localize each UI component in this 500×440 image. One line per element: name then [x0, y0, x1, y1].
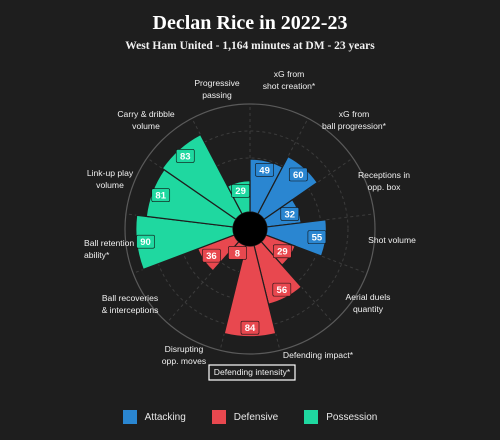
- legend-label-possession: Possession: [326, 411, 378, 423]
- metric-label: xG from ball progression*: [322, 109, 387, 131]
- metric-label-line: Defending impact*: [283, 350, 354, 360]
- metric-label-line: opp. box: [368, 182, 402, 192]
- metric-label: Defending intensity*: [214, 367, 291, 377]
- metric-label: Defending impact*: [283, 350, 354, 360]
- metric-label-line: & interceptions: [102, 305, 159, 315]
- value-label: 60: [288, 167, 308, 182]
- legend-item-possession: Possession: [304, 410, 377, 424]
- metric-label-line: xG from: [274, 69, 305, 79]
- value-label-bg: [307, 230, 327, 244]
- value-labels: 49 60 32 55 29 56 84 8 36 90 81 83 29: [136, 149, 327, 335]
- value-label-text: 55: [312, 233, 323, 244]
- metric-label-line: volume: [132, 121, 160, 131]
- value-label-bg: [280, 207, 300, 221]
- metric-label-line: shot creation*: [263, 81, 316, 91]
- center-hole: [233, 212, 267, 246]
- value-label-bg: [202, 248, 221, 263]
- metric-label-line: passing: [202, 90, 232, 100]
- metric-label: Link-up play volume: [87, 168, 134, 190]
- chart-title: Declan Rice in 2022-23: [152, 12, 348, 34]
- value-label-text: 36: [206, 251, 217, 262]
- value-label-bg: [175, 149, 195, 163]
- value-label: 32: [280, 207, 300, 221]
- metric-label-line: ability*: [84, 250, 110, 260]
- metric-label: Aerial duels quantity: [346, 292, 391, 314]
- value-label: 55: [307, 230, 327, 244]
- metric-label: Carry & dribble volume: [117, 109, 175, 131]
- value-label-bg: [288, 167, 308, 182]
- legend-item-defensive: Defensive: [211, 410, 279, 424]
- metric-label-line: Receptions in: [358, 170, 410, 180]
- legend-label-defensive: Defensive: [233, 411, 279, 423]
- value-label-text: 29: [277, 247, 288, 258]
- legend-swatch-attacking: [122, 410, 137, 424]
- value-label-bg: [228, 246, 247, 260]
- metric-label: xG from shot creation*: [263, 69, 316, 91]
- outer-ring: [124, 103, 376, 355]
- metric-label-line: quantity: [353, 304, 384, 314]
- value-label: 90: [136, 234, 155, 249]
- legend-label-attacking: Attacking: [144, 411, 186, 423]
- legend-item-attacking: Attacking: [122, 410, 186, 424]
- value-label: 56: [272, 282, 292, 297]
- metric-label-line: opp. moves: [162, 356, 206, 366]
- value-label-bg: [273, 244, 292, 259]
- value-label-text: 56: [277, 285, 288, 296]
- value-label-text: 29: [235, 186, 246, 197]
- value-label-text: 81: [155, 191, 166, 202]
- value-label-bg: [240, 320, 260, 335]
- value-label: 29: [231, 184, 250, 198]
- metric-label-line: Progressive: [194, 78, 240, 88]
- highlight-box: [208, 364, 296, 381]
- metric-label: Ball retention ability*: [84, 238, 134, 260]
- metric-label-line: Carry & dribble: [117, 109, 175, 119]
- metric-label-line: Aerial duels: [346, 292, 391, 302]
- metric-label-line: Defending intensity*: [214, 367, 291, 377]
- metric-label-line: Ball retention: [84, 238, 134, 248]
- metric-label-line: xG from: [339, 109, 370, 119]
- value-label-text: 49: [259, 165, 270, 176]
- value-label: 81: [151, 188, 171, 202]
- value-label-bg: [255, 163, 274, 177]
- value-label: 83: [175, 149, 195, 163]
- metric-label-line: Ball recoveries: [102, 293, 158, 303]
- metric-label: Progressive passing: [194, 78, 240, 100]
- value-label-bg: [231, 184, 250, 198]
- value-label-text: 32: [285, 209, 296, 220]
- value-label: 84: [240, 320, 260, 335]
- metric-label-line: ball progression*: [322, 121, 387, 131]
- value-label-text: 83: [180, 151, 191, 162]
- metric-label: Shot volume: [368, 235, 416, 245]
- chart-subtitle: West Ham United - 1,164 minutes at DM - …: [125, 40, 375, 52]
- metric-label-line: Shot volume: [368, 235, 416, 245]
- legend-swatch-possession: [304, 410, 319, 424]
- metric-label: Receptions in opp. box: [358, 170, 410, 192]
- value-label: 8: [228, 246, 247, 260]
- value-label-text: 90: [140, 237, 151, 248]
- value-label-text: 84: [245, 323, 256, 334]
- value-label: 36: [202, 248, 221, 263]
- legend: Attacking Defensive Possession: [0, 410, 500, 424]
- metric-label-line: Link-up play: [87, 168, 134, 178]
- metric-label-line: Disrupting: [165, 344, 204, 354]
- value-label-text: 60: [293, 170, 304, 181]
- value-label-bg: [151, 188, 171, 202]
- value-label-text: 8: [235, 248, 240, 259]
- metric-label: Disrupting opp. moves: [162, 344, 206, 366]
- value-label: 29: [273, 244, 292, 259]
- bars: [135, 133, 327, 338]
- metric-labels: xG from shot creation* xG from ball progres…: [84, 69, 416, 381]
- metric-label-line: volume: [96, 180, 124, 190]
- metric-label: Ball recoveries & interceptions: [102, 293, 159, 315]
- value-label-bg: [136, 234, 155, 249]
- value-label-bg: [272, 282, 292, 297]
- legend-swatch-defensive: [211, 410, 226, 424]
- value-label: 49: [255, 163, 274, 177]
